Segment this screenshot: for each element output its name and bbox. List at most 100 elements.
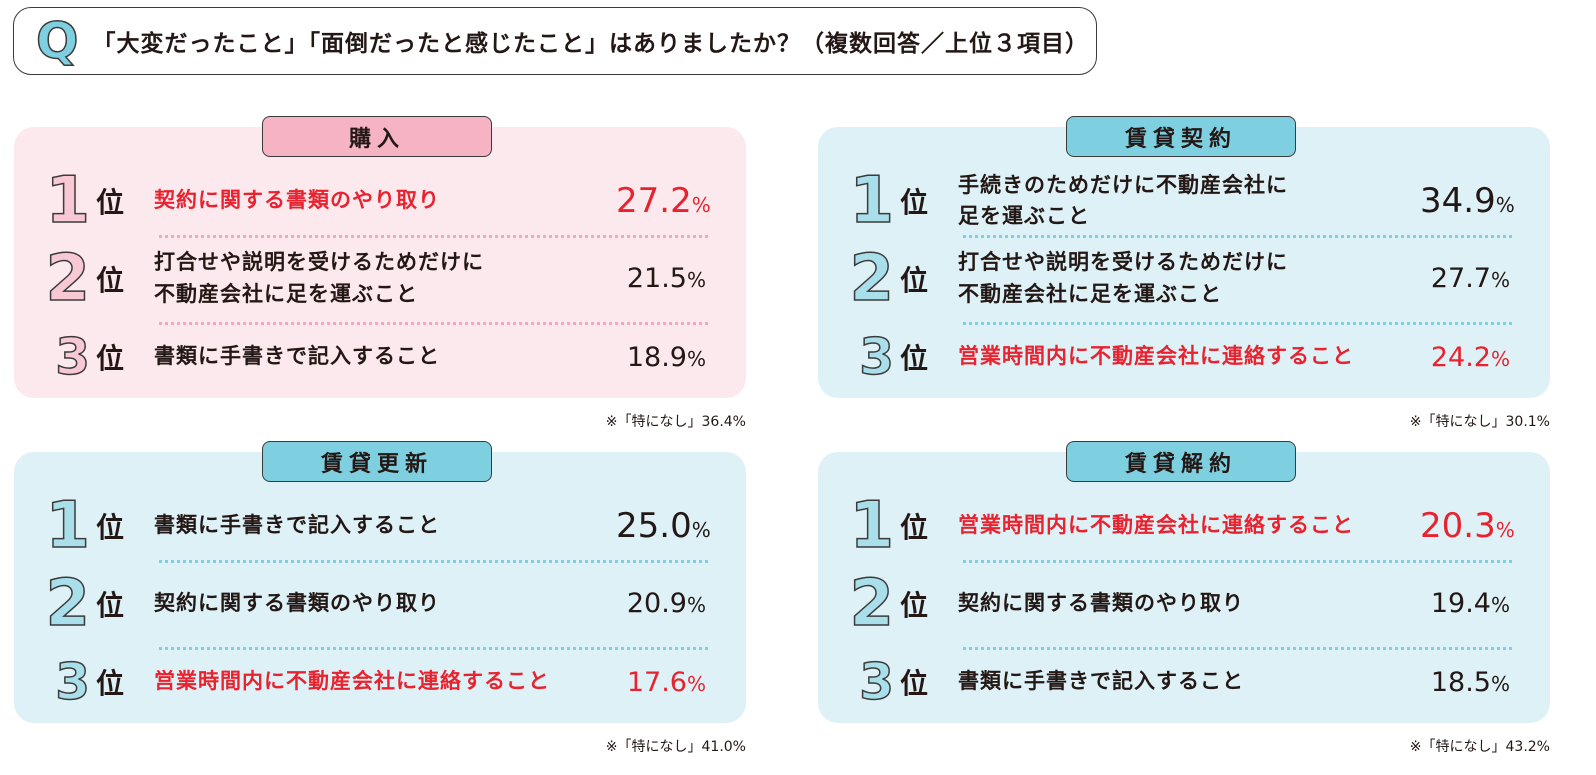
category-tag: 賃貸解約 xyxy=(1066,441,1296,482)
rank-row: 2 位 契約に関する書類のやり取り 20.9% xyxy=(14,560,746,647)
percent-sign: % xyxy=(686,671,706,696)
rank-row: 1 位 営業時間内に不動産会社に連絡すること 20.3% xyxy=(818,492,1550,560)
item-value: 27.2% xyxy=(616,181,746,221)
dotted-divider xyxy=(963,322,1512,325)
item-label: 書類に手書きで記入すること xyxy=(154,513,440,538)
rank-number: 3 xyxy=(54,328,90,386)
question-text: 「大変だったこと」「面倒だったと感じたこと」はありましたか？（複数回答／上位３項… xyxy=(92,31,1090,57)
value-number: 24.2 xyxy=(1430,341,1491,373)
rank-number: 1 xyxy=(849,489,895,563)
rank-row: 1 位 書類に手書きで記入すること 25.0% xyxy=(14,492,746,560)
rank-unit: 位 xyxy=(96,263,125,297)
item-label: 契約に関する書類のやり取り xyxy=(154,590,440,615)
rank-row: 1 位 契約に関する書類のやり取り 27.2% xyxy=(14,167,746,235)
rank-number: 3 xyxy=(54,653,90,711)
q-icon: Q xyxy=(35,12,79,70)
ranking-panel-3: 賃貸更新 1 位 書類に手書きで記入すること 25.0% 2 位 契約に関する書… xyxy=(14,441,746,723)
item-label: 営業時間内に不動産会社に連絡すること xyxy=(154,669,550,694)
item-value: 34.9% xyxy=(1420,181,1550,221)
value-number: 18.5 xyxy=(1430,666,1491,698)
value-number: 18.9 xyxy=(626,341,687,373)
percent-sign: % xyxy=(686,268,706,292)
ranking-panel-2: 賃貸契約 1 位 手続きのためだけに不動産会社に 足を運ぶこと 34.9% 2 … xyxy=(818,116,1550,398)
category-tag: 賃貸契約 xyxy=(1066,116,1296,157)
rank-unit: 位 xyxy=(900,511,929,544)
rank-row: 2 位 打合せや説明を受けるためだけに 不動産会社に足を運ぶこと 27.7% xyxy=(818,235,1550,322)
rank-number: 2 xyxy=(45,566,91,641)
percent-sign: % xyxy=(1495,193,1515,217)
item-value: 27.7% xyxy=(1420,263,1550,294)
item-value: 19.4% xyxy=(1420,588,1550,619)
percent-sign: % xyxy=(686,346,706,371)
none-answer-note: ※「特になし」41.0% xyxy=(605,739,746,755)
rank-unit: 位 xyxy=(900,263,929,297)
item-label: 契約に関する書類のやり取り xyxy=(958,590,1244,615)
value-number: 21.5 xyxy=(626,263,687,294)
none-answer-note: ※「特になし」43.2% xyxy=(1409,739,1550,755)
value-number: 17.6 xyxy=(626,666,687,698)
rank-unit: 位 xyxy=(96,511,125,544)
rank-number: 2 xyxy=(849,241,895,316)
none-answer-note: ※「特になし」36.4% xyxy=(605,414,746,430)
ranking-panel-4: 賃貸解約 1 位 営業時間内に不動産会社に連絡すること 20.3% 2 位 契約… xyxy=(818,441,1550,723)
rank-row: 1 位 手続きのためだけに不動産会社に 足を運ぶこと 34.9% xyxy=(818,167,1550,235)
category-tag: 購入 xyxy=(262,116,492,157)
item-label: 手続きのためだけに不動産会社に 足を運ぶこと xyxy=(958,172,1288,229)
rank-number: 2 xyxy=(45,241,91,316)
rank-number: 1 xyxy=(849,164,895,238)
rank-unit: 位 xyxy=(96,342,125,375)
percent-sign: % xyxy=(1490,346,1510,371)
rank-unit: 位 xyxy=(96,186,125,219)
dotted-divider xyxy=(159,647,708,650)
rank-number: 1 xyxy=(45,164,91,238)
dotted-divider xyxy=(159,560,708,563)
rank-unit: 位 xyxy=(900,667,929,700)
dotted-divider xyxy=(963,560,1512,563)
percent-sign: % xyxy=(1490,268,1510,292)
rank-row: 3 位 営業時間内に不動産会社に連絡すること 24.2% xyxy=(818,322,1550,392)
dotted-divider xyxy=(963,647,1512,650)
dotted-divider xyxy=(159,322,708,325)
rank-number: 3 xyxy=(858,328,894,386)
item-label: 打合せや説明を受けるためだけに 不動産会社に足を運ぶこと xyxy=(154,250,484,306)
none-answer-note: ※「特になし」30.1% xyxy=(1409,414,1550,430)
percent-sign: % xyxy=(1490,671,1510,696)
rank-unit: 位 xyxy=(900,588,929,622)
rank-row: 3 位 営業時間内に不動産会社に連絡すること 17.6% xyxy=(14,647,746,717)
rank-unit: 位 xyxy=(96,588,125,622)
percent-sign: % xyxy=(1490,593,1510,617)
value-number: 20.3 xyxy=(1420,506,1496,546)
percent-sign: % xyxy=(1495,518,1515,542)
percent-sign: % xyxy=(691,193,711,217)
rank-unit: 位 xyxy=(900,186,929,219)
item-value: 18.9% xyxy=(616,342,746,373)
percent-sign: % xyxy=(691,518,711,542)
rank-number: 1 xyxy=(45,489,91,563)
rank-unit: 位 xyxy=(900,342,929,375)
item-label: 営業時間内に不動産会社に連絡すること xyxy=(958,344,1354,369)
item-value: 17.6% xyxy=(616,667,746,698)
value-number: 20.9 xyxy=(626,588,687,619)
item-value: 21.5% xyxy=(616,263,746,294)
item-label: 打合せや説明を受けるためだけに 不動産会社に足を運ぶこと xyxy=(958,250,1288,306)
ranking-panel-1: 購入 1 位 契約に関する書類のやり取り 27.2% 2 位 打合せや説明を受け… xyxy=(14,116,746,398)
item-value: 20.3% xyxy=(1420,506,1550,546)
rank-row: 2 位 契約に関する書類のやり取り 19.4% xyxy=(818,560,1550,647)
dotted-divider xyxy=(963,235,1512,238)
item-label: 営業時間内に不動産会社に連絡すること xyxy=(958,513,1354,538)
rank-number: 3 xyxy=(858,653,894,711)
percent-sign: % xyxy=(686,593,706,617)
value-number: 27.2 xyxy=(616,181,692,221)
value-number: 19.4 xyxy=(1430,588,1491,619)
category-tag: 賃貸更新 xyxy=(262,441,492,482)
value-number: 25.0 xyxy=(616,506,692,546)
rank-unit: 位 xyxy=(96,667,125,700)
item-value: 24.2% xyxy=(1420,342,1550,373)
question-header: Q 「大変だったこと」「面倒だったと感じたこと」はありましたか？（複数回答／上位… xyxy=(13,7,1097,75)
item-value: 18.5% xyxy=(1420,667,1550,698)
value-number: 34.9 xyxy=(1420,181,1496,221)
item-label: 契約に関する書類のやり取り xyxy=(154,188,440,213)
rank-row: 3 位 書類に手書きで記入すること 18.9% xyxy=(14,322,746,392)
dotted-divider xyxy=(159,235,708,238)
item-label: 書類に手書きで記入すること xyxy=(154,344,440,369)
